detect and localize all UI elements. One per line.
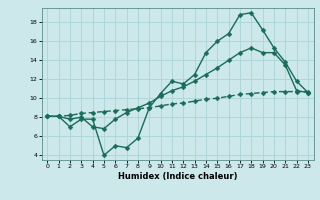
X-axis label: Humidex (Indice chaleur): Humidex (Indice chaleur) xyxy=(118,172,237,181)
